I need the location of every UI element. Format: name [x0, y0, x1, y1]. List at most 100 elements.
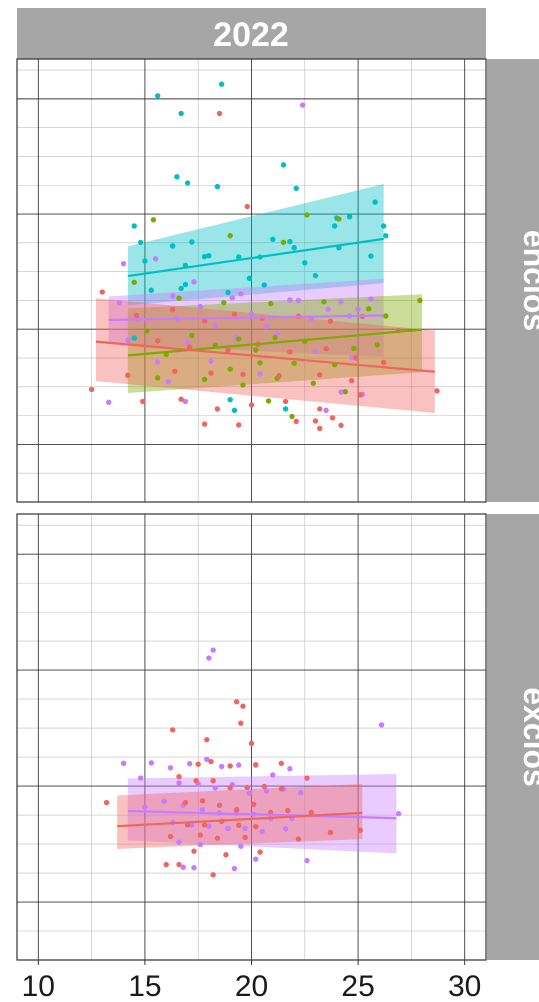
exclos-point-red: [223, 852, 229, 858]
enclos-point-green: [336, 216, 342, 222]
exclos-point-red: [308, 809, 314, 816]
enclos-point-red: [327, 318, 334, 324]
enclos-point-purple: [155, 359, 161, 365]
exclos-point-red: [204, 736, 210, 743]
enclos-point-green: [383, 313, 389, 319]
enclos-point-purple: [257, 371, 263, 377]
enclos-point-purple: [152, 256, 159, 262]
enclos-point-green: [131, 279, 137, 285]
exclos-point-purple: [148, 760, 155, 766]
enclos-point-red: [225, 347, 231, 353]
enclos-point-red: [434, 388, 440, 394]
enclos-point-purple: [299, 102, 306, 108]
chart-title: 2022: [213, 16, 289, 54]
enclos-point-teal: [293, 185, 299, 192]
exclos-point-red: [236, 822, 242, 829]
enclos-point-teal: [169, 243, 176, 249]
enclos-point-purple: [116, 299, 123, 306]
exclos-point-purple: [378, 722, 385, 728]
panel-enclos: enclos: [16, 58, 539, 503]
enclos-point-teal: [174, 174, 180, 180]
enclos-point-teal: [182, 281, 189, 288]
enclos-point-red: [172, 368, 178, 375]
exclos-point-red: [214, 835, 221, 841]
exclos-point-purple: [206, 655, 212, 661]
enclos-point-teal: [142, 258, 148, 264]
enclos-point-purple: [325, 306, 331, 312]
exclos-point-red: [233, 806, 240, 813]
exclos-point-red: [304, 775, 310, 781]
exclos-point-purple: [246, 790, 253, 796]
enclos-point-green: [253, 347, 259, 353]
exclos-point-purple: [176, 839, 182, 845]
panel-exclos: exclos: [16, 513, 539, 961]
enclos-point-teal: [372, 199, 378, 205]
enclos-point-teal: [184, 180, 191, 186]
x-tick-label: 15: [128, 970, 161, 1002]
enclos-point-purple: [212, 322, 218, 328]
exclos-point-red: [327, 829, 334, 836]
exclos-point-red: [201, 822, 208, 828]
enclos-point-teal: [346, 214, 353, 220]
exclos-point-purple: [142, 804, 148, 810]
enclos-point-green: [280, 239, 287, 246]
enclos-point-green: [342, 388, 348, 395]
enclos-point-green: [321, 299, 327, 305]
exclos-point-red: [176, 773, 182, 780]
exclos-point-purple: [206, 823, 212, 829]
enclos-point-teal: [287, 238, 293, 245]
exclos-point-red: [210, 778, 216, 784]
enclos-point-red: [357, 392, 363, 398]
title-strip: 2022: [17, 8, 486, 59]
enclos-point-teal: [291, 245, 297, 251]
enclos-point-green: [150, 217, 157, 223]
enclos-point-red: [169, 307, 176, 313]
enclos-point-purple: [191, 279, 197, 285]
exclos-point-red: [357, 827, 363, 833]
enclos-point-purple: [287, 297, 293, 303]
x-tick-label: 25: [341, 970, 374, 1002]
exclos-point-purple: [180, 864, 186, 870]
enclos-point-teal: [383, 233, 389, 239]
title-strip-background: [17, 8, 486, 59]
enclos-point-red: [312, 418, 319, 424]
enclos-point-teal: [148, 287, 155, 293]
enclos-point-green: [227, 233, 233, 239]
enclos-point-teal: [131, 223, 137, 229]
enclos-point-green: [155, 375, 161, 381]
exclos-point-red: [285, 807, 291, 814]
enclos-point-red: [353, 355, 359, 361]
x-tick-label: 30: [448, 970, 481, 1002]
enclos-point-purple: [238, 291, 244, 297]
enclos-point-purple: [338, 299, 344, 305]
enclos-point-red: [236, 422, 242, 428]
exclos-point-purple: [161, 798, 167, 804]
enclos-point-teal: [261, 282, 267, 288]
exclos-point-red: [169, 727, 176, 733]
exclos-point-red: [238, 720, 244, 726]
enclos-point-purple: [197, 303, 204, 310]
exclos-point-red: [227, 785, 233, 791]
enclos-point-green: [189, 332, 195, 339]
enclos-point-green: [144, 328, 150, 334]
exclos-band-red: [117, 783, 363, 849]
exclos-point-red: [191, 848, 197, 854]
exclos-point-red: [193, 778, 199, 784]
exclos-point-purple: [137, 775, 144, 781]
enclos-point-green: [267, 300, 274, 307]
enclos-point-purple: [368, 296, 374, 302]
enclos-point-red: [329, 415, 336, 421]
exclos-point-purple: [242, 825, 248, 832]
exclos-fit-line-red: [117, 811, 363, 828]
enclos-point-green: [240, 382, 246, 388]
enclos-point-green: [289, 413, 295, 420]
exclos-point-red: [199, 798, 206, 804]
enclos-point-green: [351, 345, 357, 351]
enclos-point-red: [125, 372, 131, 379]
exclos-point-red: [278, 786, 285, 792]
enclos-point-purple: [184, 339, 191, 345]
exclos-point-purple: [238, 843, 244, 849]
enclos-point-red: [248, 402, 255, 408]
exclos-point-red: [182, 799, 189, 806]
enclos-fit-line-red: [95, 340, 435, 373]
